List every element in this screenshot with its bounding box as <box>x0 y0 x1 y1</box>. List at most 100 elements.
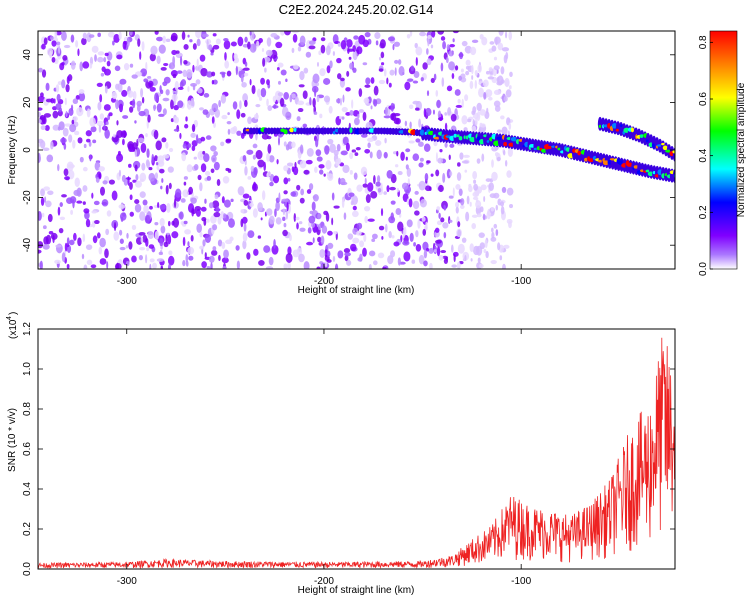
heatmap-cell <box>191 209 197 215</box>
heatmap-cell <box>149 86 156 92</box>
heatmap-cell <box>478 232 485 238</box>
heatmap-cell <box>471 214 478 218</box>
heatmap-cell <box>206 175 212 181</box>
heatmap-cell <box>193 163 199 171</box>
heatmap-cell <box>448 61 456 71</box>
heatmap-cell <box>168 62 176 70</box>
heatmap-cell <box>95 177 100 183</box>
heatmap-cell <box>345 142 350 152</box>
heatmap-cell <box>493 89 501 96</box>
heatmap-cell <box>235 65 238 76</box>
heatmap-cell <box>325 160 332 170</box>
heatmap-cell <box>486 140 490 143</box>
heatmap-cell <box>244 166 248 176</box>
heatmap-cell <box>485 250 489 259</box>
heatmap-cell <box>131 255 137 263</box>
heatmap-cell <box>363 97 370 104</box>
heatmap-cell <box>382 266 387 269</box>
heatmap-cell <box>333 231 338 235</box>
heatmap-cell <box>476 110 481 121</box>
heatmap-cell <box>645 169 650 173</box>
heatmap-cell <box>85 138 91 143</box>
heatmap-cell <box>132 98 136 109</box>
heatmap-cell <box>370 191 378 199</box>
heatmap-cell <box>454 89 461 96</box>
x-tick-label: -100 <box>511 276 531 287</box>
heatmap-cell <box>145 61 148 72</box>
heatmap-cell <box>339 97 343 106</box>
heatmap-cell <box>465 59 471 66</box>
heatmap-cell <box>456 172 462 181</box>
heatmap-cell <box>438 212 441 219</box>
heatmap-cell <box>161 137 167 143</box>
heatmap-cell <box>326 250 331 257</box>
heatmap-cell <box>418 254 425 265</box>
heatmap-cell <box>449 143 455 148</box>
heatmap-cell <box>221 114 228 120</box>
heatmap-cell <box>260 217 263 221</box>
heatmap-cell <box>113 33 120 43</box>
heatmap-cell <box>107 31 115 38</box>
heatmap-cell <box>203 218 207 226</box>
heatmap-cell <box>269 181 274 187</box>
heatmap-cell <box>293 212 297 222</box>
heatmap-cell <box>212 44 220 50</box>
heatmap-cell <box>287 262 291 269</box>
heatmap-cell <box>409 31 413 37</box>
heatmap-cell <box>111 91 118 100</box>
heatmap-cell <box>170 69 178 77</box>
heatmap-cell <box>173 104 179 111</box>
heatmap-cell <box>291 31 300 34</box>
heatmap-cell <box>423 260 428 267</box>
heatmap-cell <box>43 113 52 118</box>
heatmap-cell <box>292 33 298 43</box>
heatmap-cell <box>211 116 215 125</box>
heatmap-cell <box>266 37 272 47</box>
heatmap-cell <box>99 94 103 103</box>
heatmap-cell <box>139 51 142 60</box>
heatmap-cell <box>158 113 165 117</box>
heatmap-cell <box>454 65 459 71</box>
heatmap-cell <box>450 113 457 122</box>
heatmap-cell <box>348 56 352 60</box>
heatmap-cell <box>211 102 219 112</box>
heatmap-cell <box>175 188 182 198</box>
heatmap-cell <box>61 252 66 263</box>
heatmap-cell <box>476 158 481 164</box>
heatmap-cell <box>150 45 158 55</box>
heatmap-cell <box>460 198 465 206</box>
heatmap-cell <box>153 129 159 140</box>
heatmap-cell <box>213 150 218 157</box>
heatmap-cell <box>368 264 372 269</box>
heatmap-cell <box>251 84 256 95</box>
heatmap-cell <box>297 108 304 113</box>
heatmap-cell <box>341 116 345 120</box>
heatmap-cell <box>425 221 428 230</box>
heatmap-cell <box>293 127 297 132</box>
heatmap-cell <box>179 132 182 140</box>
heatmap-cell <box>283 190 288 195</box>
heatmap-cell <box>115 83 120 90</box>
heatmap-cell <box>90 264 97 269</box>
heatmap-cell <box>283 263 288 269</box>
heatmap-cell <box>114 65 121 72</box>
heatmap-cell <box>195 208 201 217</box>
heatmap-cell <box>249 31 252 36</box>
heatmap-cell <box>162 97 170 102</box>
heatmap-cell <box>61 194 67 198</box>
heatmap-cell <box>298 221 303 225</box>
heatmap-cell <box>461 115 468 125</box>
heatmap-cell <box>277 136 280 146</box>
heatmap-cell <box>253 248 259 256</box>
heatmap-cell <box>89 117 96 127</box>
heatmap-cell <box>103 123 106 131</box>
heatmap-cell <box>350 200 354 206</box>
heatmap-cell <box>303 261 310 269</box>
heatmap-cell <box>258 96 263 101</box>
heatmap-cell <box>72 139 76 149</box>
snr-y-ticks: 0.0 0.2 0.4 0.6 0.8 1.0 1.2 <box>22 322 675 576</box>
heatmap-cell <box>112 40 115 46</box>
heatmap-cell <box>93 200 100 206</box>
heatmap-cell <box>40 197 45 206</box>
